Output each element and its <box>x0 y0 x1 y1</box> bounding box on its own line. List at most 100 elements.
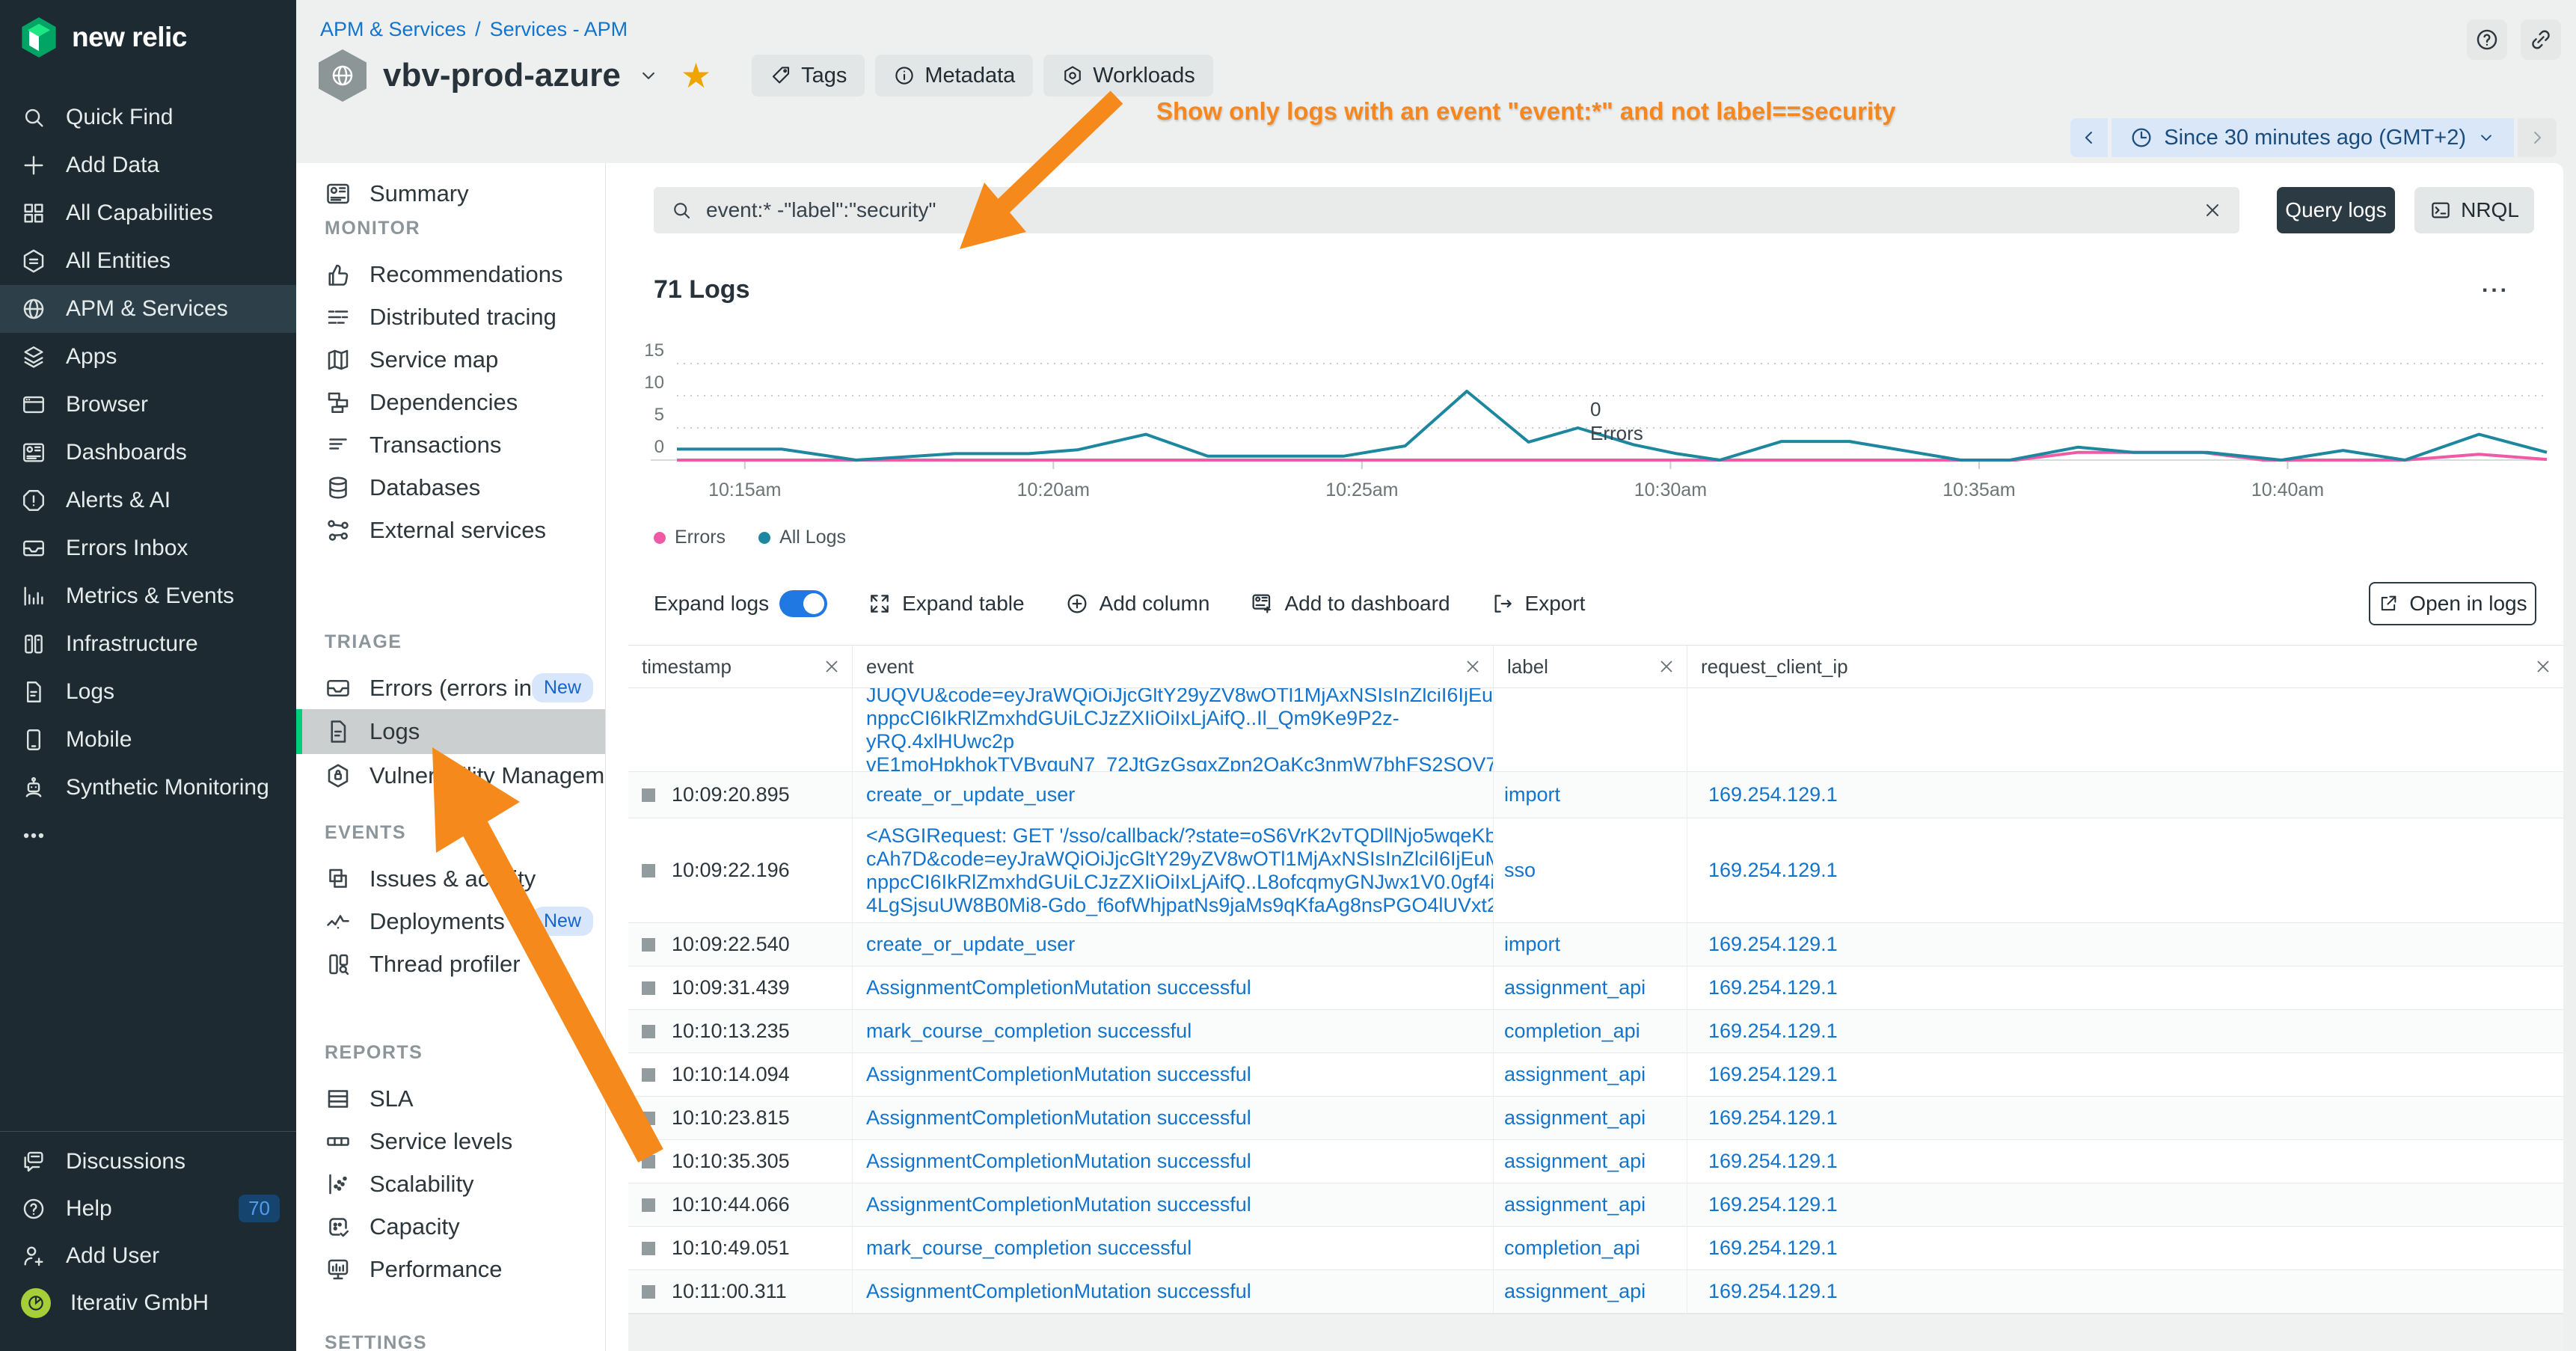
event-line[interactable]: AssignmentCompletionMutation successful <box>866 1193 1251 1216</box>
event-line[interactable]: AssignmentCompletionMutation successful <box>866 1063 1251 1085</box>
label-value[interactable]: import <box>1504 933 1561 955</box>
add-column-button[interactable]: Add column <box>1065 592 1209 616</box>
label-value[interactable]: import <box>1504 783 1561 806</box>
ip-value[interactable]: 169.254.129.1 <box>1708 783 1838 806</box>
breadcrumb-link-1[interactable]: Services - APM <box>489 18 628 40</box>
sidebar-item-iterativ-gmbh[interactable]: Iterativ GmbH <box>0 1279 296 1326</box>
subnav-item-databases[interactable]: Databases <box>296 466 605 509</box>
event-line[interactable]: create_or_update_user <box>866 933 1076 955</box>
sidebar-item-apm-services[interactable]: APM & Services <box>0 285 296 333</box>
event-line[interactable]: <ASGIRequest: GET '/sso/callback/?state=… <box>866 824 1494 847</box>
ip-value[interactable]: 169.254.129.1 <box>1708 1237 1838 1259</box>
open-in-logs-button[interactable]: Open in logs <box>2369 582 2536 625</box>
query-logs-button[interactable]: Query logs <box>2277 187 2395 233</box>
sidebar-item-logs[interactable]: Logs <box>0 668 296 716</box>
event-line[interactable]: JUQVU&code=eyJraWQiOiJjcGltY29yZV8wOTl1M… <box>866 688 1494 706</box>
time-range-button[interactable]: Since 30 minutes ago (GMT+2) <box>2112 118 2514 157</box>
sidebar-item-add-user[interactable]: Add User <box>0 1232 296 1279</box>
help-button[interactable] <box>2467 19 2507 60</box>
nrql-button[interactable]: NRQL <box>2414 187 2534 233</box>
subnav-item-external-services[interactable]: External services <box>296 509 605 551</box>
legend-errors[interactable]: Errors <box>654 527 726 548</box>
sidebar-item-synthetic-monitoring[interactable]: Synthetic Monitoring <box>0 764 296 812</box>
subnav-item-sla[interactable]: SLA <box>296 1077 605 1120</box>
subnav-item-service-map[interactable]: Service map <box>296 338 605 381</box>
time-back-button[interactable] <box>2070 118 2109 157</box>
metadata-button[interactable]: Metadata <box>875 55 1034 96</box>
sidebar-item-add-data[interactable]: Add Data <box>0 141 296 189</box>
subnav-item-capacity[interactable]: Capacity <box>296 1205 605 1248</box>
log-query-input[interactable] <box>705 197 2190 223</box>
entity-dropdown-chevron-icon[interactable] <box>637 64 660 87</box>
ip-value[interactable]: 169.254.129.1 <box>1708 976 1838 999</box>
chart-overflow-menu[interactable]: ... <box>2482 272 2510 297</box>
export-button[interactable]: Export <box>1491 592 1585 616</box>
label-value[interactable]: completion_api <box>1504 1237 1640 1259</box>
timestamp-value[interactable]: 10:11:00.311 <box>672 1280 787 1302</box>
event-line[interactable]: AssignmentCompletionMutation successful <box>866 976 1251 999</box>
event-line[interactable]: cAh7D&code=eyJraWQiOiJjcGltY29yZV8wOTl1M… <box>866 847 1494 870</box>
sidebar-item-metrics-events[interactable]: Metrics & Events <box>0 572 296 620</box>
new-relic-logo[interactable]: new relic <box>19 16 187 58</box>
expand-logs-toggle[interactable] <box>779 590 828 617</box>
label-value[interactable]: assignment_api <box>1504 1063 1646 1085</box>
subnav-item-logs[interactable]: Logs <box>296 709 605 754</box>
sidebar-item-alerts-ai[interactable]: Alerts & AI <box>0 477 296 524</box>
time-forward-button[interactable] <box>2518 118 2557 157</box>
sidebar-item-quick-find[interactable]: Quick Find <box>0 94 296 141</box>
event-line[interactable]: AssignmentCompletionMutation successful <box>866 1106 1251 1129</box>
remove-column-timestamp-icon[interactable] <box>822 657 841 676</box>
subnav-item-thread-profiler[interactable]: Thread profiler <box>296 943 605 985</box>
workloads-button[interactable]: Workloads <box>1043 55 1213 96</box>
event-line[interactable]: vE1moHpkhokTVBvguN7_72JtGzGsqxZpn2OaKc3n… <box>866 753 1494 772</box>
event-line[interactable]: AssignmentCompletionMutation successful <box>866 1150 1251 1172</box>
sidebar-item-discussions[interactable]: Discussions <box>0 1138 296 1185</box>
label-value[interactable]: assignment_api <box>1504 1193 1646 1216</box>
sidebar-item-all-entities[interactable]: All Entities <box>0 237 296 285</box>
subnav-item-transactions[interactable]: Transactions <box>296 423 605 466</box>
subnav-item-issues-activity[interactable]: Issues & activity <box>296 857 605 900</box>
ip-value[interactable]: 169.254.129.1 <box>1708 1063 1838 1085</box>
label-value[interactable]: sso <box>1504 859 1536 881</box>
add-to-dashboard-button[interactable]: Add to dashboard <box>1250 592 1450 616</box>
ip-value[interactable]: 169.254.129.1 <box>1708 1020 1838 1042</box>
subnav-item-deployments[interactable]: Deployments New <box>296 900 605 943</box>
subnav-item-recommendations[interactable]: Recommendations <box>296 253 605 295</box>
ip-value[interactable]: 169.254.129.1 <box>1708 933 1838 955</box>
ip-value[interactable]: 169.254.129.1 <box>1708 1106 1838 1129</box>
ip-value[interactable]: 169.254.129.1 <box>1708 1193 1838 1216</box>
ip-value[interactable]: 169.254.129.1 <box>1708 859 1838 881</box>
ip-value[interactable]: 169.254.129.1 <box>1708 1150 1838 1172</box>
permalink-button[interactable] <box>2521 19 2561 60</box>
event-line[interactable]: create_or_update_user <box>866 783 1076 806</box>
label-value[interactable]: assignment_api <box>1504 976 1646 999</box>
remove-column-request_client_ip-icon[interactable] <box>2533 657 2553 676</box>
favorite-star-icon[interactable]: ★ <box>680 56 712 95</box>
sidebar-item-infrastructure[interactable]: Infrastructure <box>0 620 296 668</box>
label-value[interactable]: assignment_api <box>1504 1280 1646 1302</box>
remove-column-label-icon[interactable] <box>1657 657 1676 676</box>
subnav-item-service-levels[interactable]: Service levels <box>296 1120 605 1162</box>
timestamp-value[interactable]: 10:10:35.305 <box>672 1150 790 1172</box>
tags-button[interactable]: Tags <box>752 55 865 96</box>
subnav-item-vulnerability-management[interactable]: Vulnerability Management <box>296 754 605 797</box>
event-line[interactable]: mark_course_completion successful <box>866 1237 1192 1259</box>
expand-table-button[interactable]: Expand table <box>868 592 1025 616</box>
timestamp-value[interactable]: 10:09:20.895 <box>672 783 790 806</box>
subnav-item-summary[interactable]: Summary <box>296 172 605 215</box>
event-line[interactable]: nppcCI6IkRlZmxhdGUiLCJzZXIiOiIxLjAifQ..L… <box>866 870 1494 893</box>
subnav-item-dependencies[interactable]: Dependencies <box>296 381 605 423</box>
event-line[interactable]: mark_course_completion successful <box>866 1020 1192 1042</box>
clear-query-icon[interactable] <box>2202 200 2223 221</box>
timestamp-value[interactable]: 10:09:22.540 <box>672 933 790 955</box>
event-line[interactable]: AssignmentCompletionMutation successful <box>866 1280 1251 1302</box>
subnav-item-performance[interactable]: Performance <box>296 1248 605 1290</box>
sidebar-item-help[interactable]: Help 70 <box>0 1185 296 1232</box>
remove-column-event-icon[interactable] <box>1463 657 1482 676</box>
event-line[interactable]: nppcCI6IkRlZmxhdGUiLCJzZXIiOiIxLjAifQ..I… <box>866 706 1399 753</box>
sidebar-item-dashboards[interactable]: Dashboards <box>0 429 296 477</box>
legend-all-logs[interactable]: All Logs <box>758 527 846 548</box>
label-value[interactable]: assignment_api <box>1504 1106 1646 1129</box>
subnav-item-scalability[interactable]: Scalability <box>296 1162 605 1205</box>
sidebar-item-mobile[interactable]: Mobile <box>0 716 296 764</box>
